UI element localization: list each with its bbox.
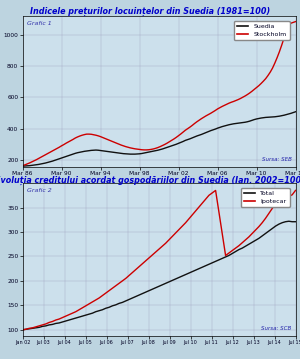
- Text: Grafic 1: Grafic 1: [27, 21, 51, 26]
- Text: Grafic 2: Grafic 2: [27, 188, 51, 193]
- Text: Sursa: SCB: Sursa: SCB: [261, 326, 291, 331]
- Legend: Suedia, Stockholm: Suedia, Stockholm: [234, 21, 290, 40]
- Text: Sursa: SEB: Sursa: SEB: [262, 157, 291, 162]
- Text: Evoluția creditului acordat gospodăriilor din Suedia (Ian. 2002=100): Evoluția creditului acordat gospodăriilo…: [0, 176, 300, 185]
- Text: Indicele prețurilor locuințelor din Suedia (1981=100): Indicele prețurilor locuințelor din Sued…: [30, 7, 270, 16]
- Legend: Total, Ipotecar: Total, Ipotecar: [241, 188, 290, 207]
